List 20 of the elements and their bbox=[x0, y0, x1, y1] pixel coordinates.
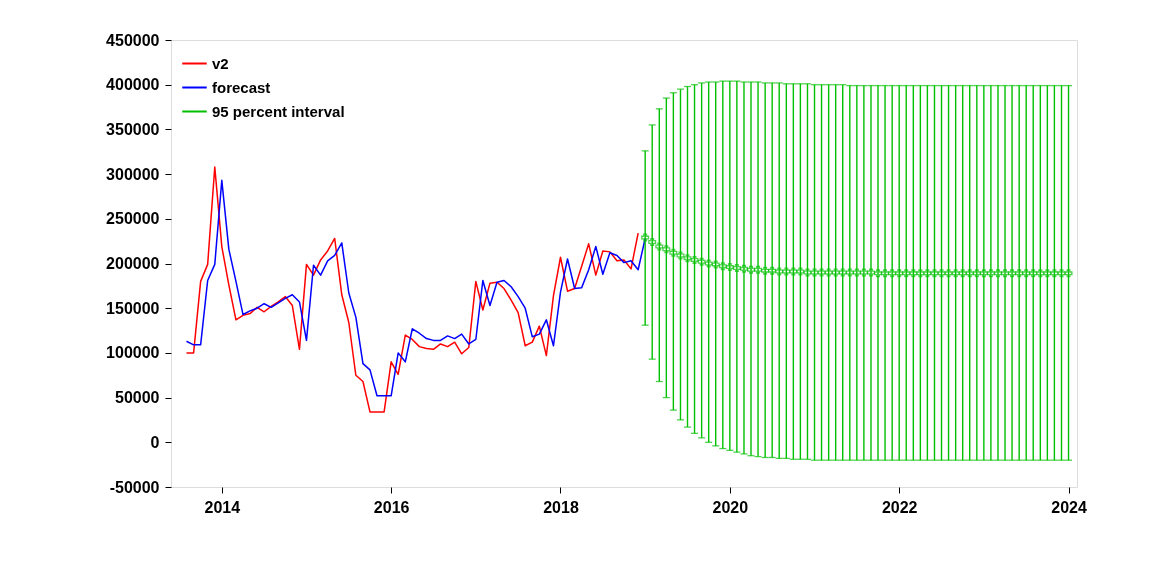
y-tick-label: -50000 bbox=[109, 478, 160, 496]
y-tick-label: 350000 bbox=[106, 120, 160, 138]
x-tick-label: 2022 bbox=[881, 498, 918, 516]
y-tick-label: 200000 bbox=[106, 255, 160, 272]
legend-label: v2 bbox=[212, 54, 229, 72]
legend-label: 95 percent interval bbox=[212, 102, 345, 120]
y-tick-label: 300000 bbox=[106, 165, 160, 183]
y-tick-label: 450000 bbox=[106, 31, 160, 49]
legend-label: forecast bbox=[212, 78, 271, 96]
y-tick-label: 150000 bbox=[106, 299, 160, 317]
x-tick-label: 2016 bbox=[373, 498, 410, 516]
y-tick-label: 400000 bbox=[106, 76, 160, 94]
y-tick-label: 0 bbox=[150, 433, 160, 451]
x-tick-label: 2020 bbox=[712, 498, 749, 516]
y-tick-label: 50000 bbox=[115, 389, 160, 407]
x-tick-label: 2024 bbox=[1051, 498, 1087, 516]
y-tick-label: 250000 bbox=[106, 210, 160, 228]
y-tick-label: 100000 bbox=[106, 344, 160, 362]
x-tick-label: 2018 bbox=[543, 498, 579, 516]
x-tick-label: 2014 bbox=[204, 498, 241, 516]
